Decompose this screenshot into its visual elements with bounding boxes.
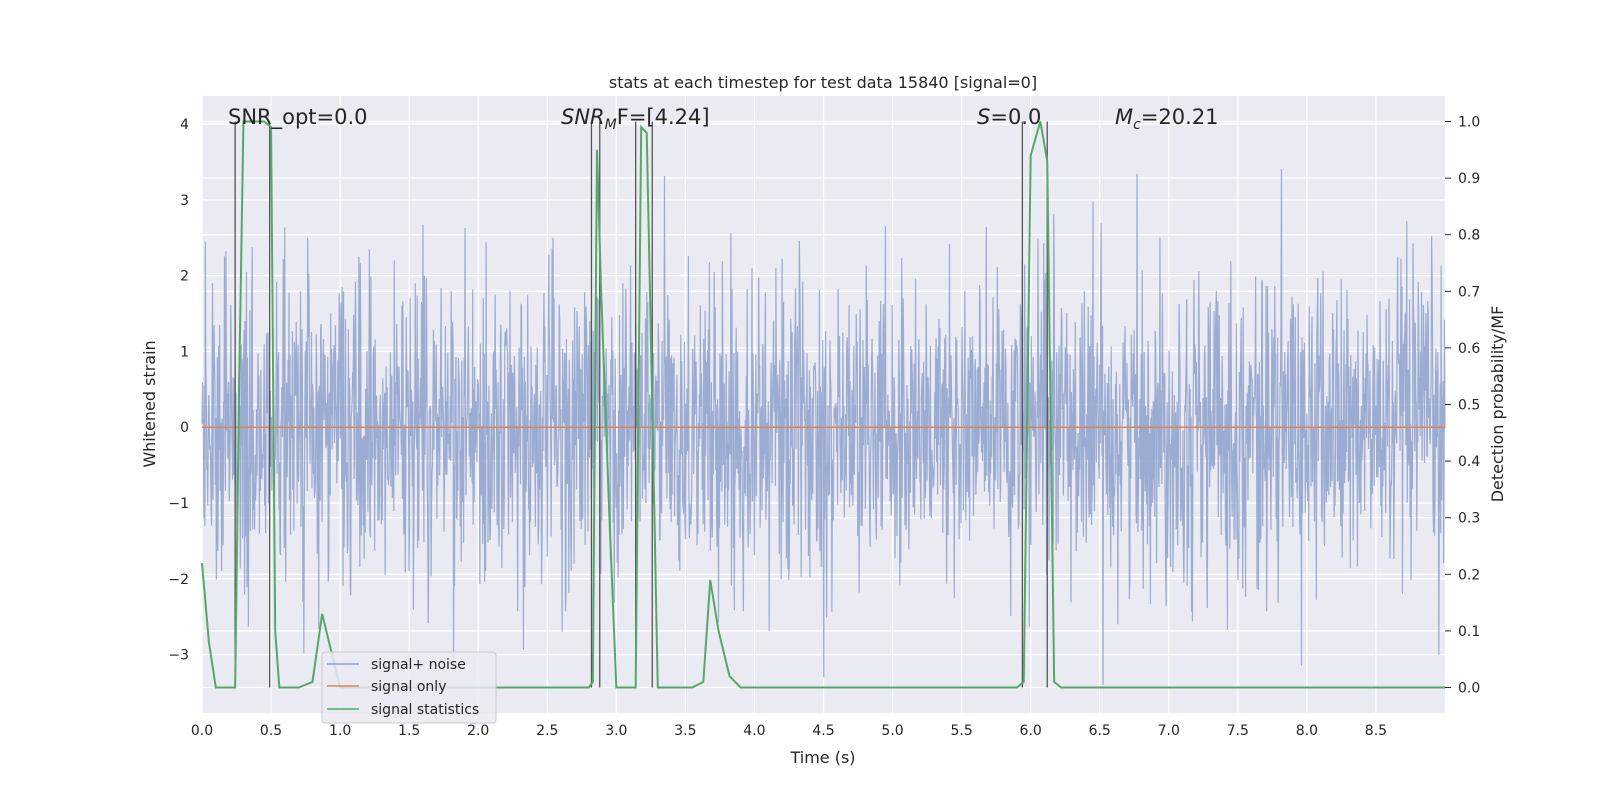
y-tick-label-4: 1 <box>180 344 189 360</box>
y2-tick-label-0: 0.0 <box>1458 681 1480 697</box>
snr-mf-suffix: F=[4.24] <box>617 105 710 129</box>
y2-axis-label: Detection probability/MF <box>1488 306 1507 503</box>
snr-mf-prefix: SNR <box>561 105 605 129</box>
snr-opt-annotation: SNR_opt=0.0 <box>228 105 368 130</box>
s-prefix: S <box>977 105 990 129</box>
y2-tick-label-8: 0.8 <box>1458 228 1480 244</box>
snr-mf-subscript: M <box>605 117 617 133</box>
x-tick-label-4: 2.0 <box>467 723 489 739</box>
legend-box <box>321 651 497 724</box>
mc-subscript: c <box>1133 117 1141 133</box>
x-tick-label-14: 7.0 <box>1158 723 1180 739</box>
x-tick-label-8: 4.0 <box>743 723 765 739</box>
y-tick-label-3: 0 <box>180 420 189 436</box>
x-tick-label-12: 6.0 <box>1020 723 1042 739</box>
signal-statistics-series <box>201 120 1445 689</box>
mc-suffix: =20.21 <box>1141 105 1219 129</box>
legend-label-signal-statistics: signal statistics <box>371 702 479 718</box>
y2-tick-label-6: 0.6 <box>1458 341 1480 357</box>
y-tick-label-5: 2 <box>180 269 189 285</box>
x-tick-label-16: 8.0 <box>1296 723 1318 739</box>
s-annotation: S=0.0 <box>977 105 1041 129</box>
x-tick-label-5: 2.5 <box>536 723 558 739</box>
y2-tick-label-9: 0.9 <box>1458 171 1480 187</box>
signal-noise-series <box>201 169 1446 685</box>
x-tick-label-3: 1.5 <box>398 723 420 739</box>
y2-tick-label-1: 0.1 <box>1458 624 1480 640</box>
legend-label-signal-only: signal only <box>371 679 446 695</box>
x-tick-label-10: 5.0 <box>881 723 903 739</box>
x-tick-label-6: 3.0 <box>605 723 627 739</box>
legend-label-signal-noise: signal+ noise <box>371 657 466 673</box>
x-tick-label-2: 1.0 <box>329 723 351 739</box>
x-tick-label-11: 5.5 <box>950 723 972 739</box>
x-tick-label-1: 0.5 <box>260 723 282 739</box>
signal-noise-trace <box>201 169 1446 685</box>
x-tick-label-7: 3.5 <box>674 723 696 739</box>
y2-tick-label-10: 1.0 <box>1458 114 1480 130</box>
x-tick-label-13: 6.5 <box>1089 723 1111 739</box>
right-axis-tick-labels: 0.0 0.1 0.2 0.3 0.4 0.5 0.6 0.7 0.8 0.9 1.0 <box>1445 114 1480 697</box>
s-suffix: =0.0 <box>990 105 1041 129</box>
y-axis-label: Whitened strain <box>140 340 159 467</box>
mc-prefix: M <box>1115 105 1133 129</box>
y2-tick-label-4: 0.4 <box>1458 454 1480 470</box>
x-axis-tick-labels: 0.0 0.5 1.0 1.5 2.0 2.5 3.0 3.5 4.0 4.5 5.0 5.5 6.0 6… <box>191 723 1387 739</box>
snr-mf-annotation: SNRMF=[4.24] <box>561 105 710 133</box>
y-tick-label-6: 3 <box>180 193 189 209</box>
y-tick-label-0: −3 <box>168 648 189 664</box>
x-tick-label-0: 0.0 <box>191 723 213 739</box>
chart-title: stats at each timestep for test data 158… <box>609 73 1037 92</box>
y-tick-label-7: 4 <box>180 117 189 133</box>
x-tick-label-17: 8.5 <box>1365 723 1387 739</box>
x-tick-label-9: 4.5 <box>812 723 834 739</box>
left-axis-tick-labels: −3 −2 −1 0 1 2 3 4 <box>168 117 189 664</box>
y-tick-label-2: −1 <box>168 496 189 512</box>
y2-tick-label-3: 0.3 <box>1458 511 1480 527</box>
x-tick-label-15: 7.5 <box>1227 723 1249 739</box>
mc-annotation: Mc=20.21 <box>1115 105 1219 133</box>
y2-tick-label-7: 0.7 <box>1458 284 1480 300</box>
legend: signal+ noise signal only signal statist… <box>321 651 497 724</box>
y-tick-label-1: −2 <box>168 572 189 588</box>
x-axis-label: Time (s) <box>789 748 855 767</box>
y2-tick-label-5: 0.5 <box>1458 398 1480 414</box>
y2-tick-label-2: 0.2 <box>1458 567 1480 583</box>
